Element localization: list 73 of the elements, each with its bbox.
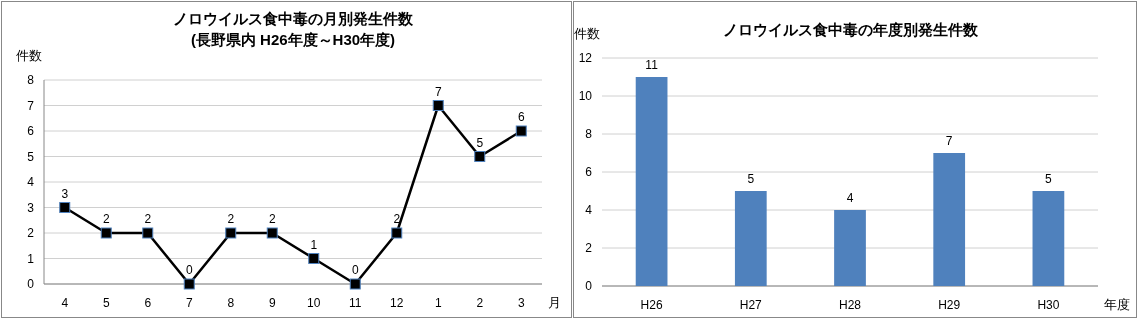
x-tick-label: 10 — [307, 296, 321, 310]
x-tick-label: 1 — [434, 296, 442, 310]
y-tick-label: 6 — [27, 124, 35, 138]
point — [432, 100, 444, 111]
x-tick-label: H26 — [640, 298, 663, 312]
bar — [635, 77, 668, 286]
data-label: 5 — [476, 135, 484, 150]
x-tick-label: 9 — [268, 296, 276, 310]
point — [142, 227, 154, 239]
data-label: 2 — [393, 212, 401, 226]
point — [100, 227, 112, 239]
y-tick-label: 8 — [585, 127, 593, 141]
data-label: 0 — [351, 263, 359, 277]
point — [225, 227, 237, 239]
y-tick-label: 4 — [27, 175, 35, 189]
y-tick-label: 1 — [27, 251, 35, 266]
x-axis-title: 年度 — [1104, 297, 1130, 312]
point — [391, 227, 403, 239]
y-tick-label: 3 — [27, 200, 35, 215]
x-tick-label: 11 — [349, 296, 362, 310]
x-tick-label: H29 — [938, 298, 961, 312]
x-tick-label: 7 — [185, 296, 193, 310]
point — [183, 278, 195, 290]
data-label: 0 — [185, 263, 193, 277]
y-tick-label: 0 — [585, 279, 593, 293]
data-label: 4 — [846, 191, 854, 205]
y-tick-label: 10 — [578, 89, 593, 103]
bar — [1032, 191, 1065, 286]
y-tick-label: 2 — [27, 226, 35, 240]
bar — [734, 191, 767, 286]
x-tick-label: 4 — [61, 296, 69, 310]
x-axis-title: 月 — [548, 295, 561, 310]
y-tick-label: 6 — [585, 165, 593, 179]
x-tick-label: 8 — [227, 296, 235, 310]
data-label: 7 — [434, 84, 442, 99]
x-tick-label: 2 — [476, 296, 484, 310]
point — [515, 125, 527, 137]
data-label: 11 — [645, 58, 659, 72]
bar — [933, 153, 966, 286]
y-tick-label: 5 — [27, 149, 35, 164]
y-axis-title: 件数 — [16, 48, 42, 63]
chart-title: ノロウイルス食中毒の年度別発生件数 — [722, 21, 979, 38]
bar — [834, 210, 866, 286]
point — [59, 202, 71, 213]
y-tick-label: 0 — [27, 277, 35, 291]
y-tick-label: 4 — [585, 203, 593, 217]
x-tick-label: 5 — [102, 296, 110, 310]
data-label: 6 — [517, 110, 525, 124]
data-label: 2 — [144, 212, 152, 226]
data-label: 7 — [945, 134, 953, 148]
data-label: 2 — [227, 212, 235, 226]
data-label: 5 — [747, 172, 755, 186]
y-tick-label: 7 — [27, 98, 35, 113]
x-tick-label: 6 — [144, 296, 152, 310]
data-label: 2 — [268, 212, 276, 226]
x-tick-label: 12 — [390, 296, 404, 310]
x-tick-label: H27 — [739, 298, 763, 312]
x-tick-label: H28 — [838, 298, 862, 312]
chart-title: ノロウイルス食中毒の月別発生件数 (長野県内 H26年度～H30年度) — [173, 10, 414, 48]
y-axis-title: 件数 — [574, 26, 600, 41]
data-label: 3 — [61, 186, 69, 201]
y-tick-label: 8 — [27, 73, 35, 87]
point — [474, 151, 486, 162]
y-tick-label: 12 — [578, 51, 593, 65]
point — [349, 278, 361, 290]
y-tick-label: 2 — [585, 241, 593, 255]
data-label: 1 — [310, 237, 318, 252]
x-tick-label: 3 — [517, 296, 525, 310]
point — [308, 253, 320, 264]
x-tick-label: H30 — [1037, 298, 1060, 312]
point — [266, 227, 278, 239]
data-label: 5 — [1045, 172, 1053, 186]
data-label: 2 — [102, 212, 110, 226]
